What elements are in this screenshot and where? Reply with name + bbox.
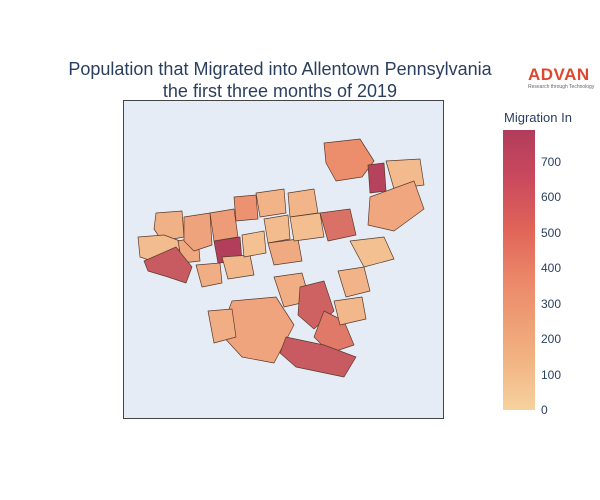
choropleth-map[interactable]: [124, 101, 444, 419]
tract-u[interactable]: [349, 236, 395, 268]
tract-p[interactable]: [289, 212, 325, 242]
colorbar-tick-100: 100: [541, 367, 562, 382]
tract-e[interactable]: [183, 212, 213, 252]
tract-s[interactable]: [367, 162, 387, 194]
tract-l[interactable]: [255, 188, 287, 218]
title-line-2: the first three months of 2019: [162, 81, 398, 101]
tract-h[interactable]: [195, 262, 223, 288]
colorbar-tick-400: 400: [541, 261, 562, 276]
title-line-1: Population that Migrated into Allentown …: [68, 59, 492, 79]
tract-r[interactable]: [323, 138, 375, 182]
colorbar-tick-200: 200: [541, 332, 562, 347]
tract-o[interactable]: [287, 188, 319, 218]
colorbar-gradient: [503, 130, 535, 410]
logo-wordmark: ADVAN: [528, 65, 590, 84]
tract-k[interactable]: [233, 194, 259, 222]
tract-d[interactable]: [143, 246, 193, 284]
tract-j[interactable]: [241, 230, 267, 258]
map-title: Population that Migrated into Allentown …: [40, 58, 520, 102]
advan-logo: ADVAN Research through Technology: [528, 66, 598, 91]
tract-ad[interactable]: [207, 308, 237, 344]
colorbar-tick-500: 500: [541, 225, 562, 240]
tract-ab[interactable]: [367, 180, 425, 232]
map-plot-area[interactable]: [123, 100, 444, 419]
tract-g[interactable]: [209, 208, 239, 242]
logo-tagline: Research through Technology: [528, 84, 595, 90]
colorbar-tick-700: 700: [541, 154, 562, 169]
colorbar-tick-0: 0: [541, 403, 548, 417]
tract-i[interactable]: [221, 254, 255, 280]
tract-q[interactable]: [319, 208, 357, 242]
tract-z[interactable]: [279, 336, 357, 378]
colorbar-tick-300: 300: [541, 296, 562, 311]
tract-n[interactable]: [267, 238, 303, 266]
tract-aa[interactable]: [337, 266, 371, 298]
tract-m[interactable]: [263, 214, 291, 244]
tract-ac[interactable]: [333, 296, 367, 326]
colorbar-title: Migration In: [504, 110, 572, 125]
colorbar-tick-600: 600: [541, 190, 562, 205]
